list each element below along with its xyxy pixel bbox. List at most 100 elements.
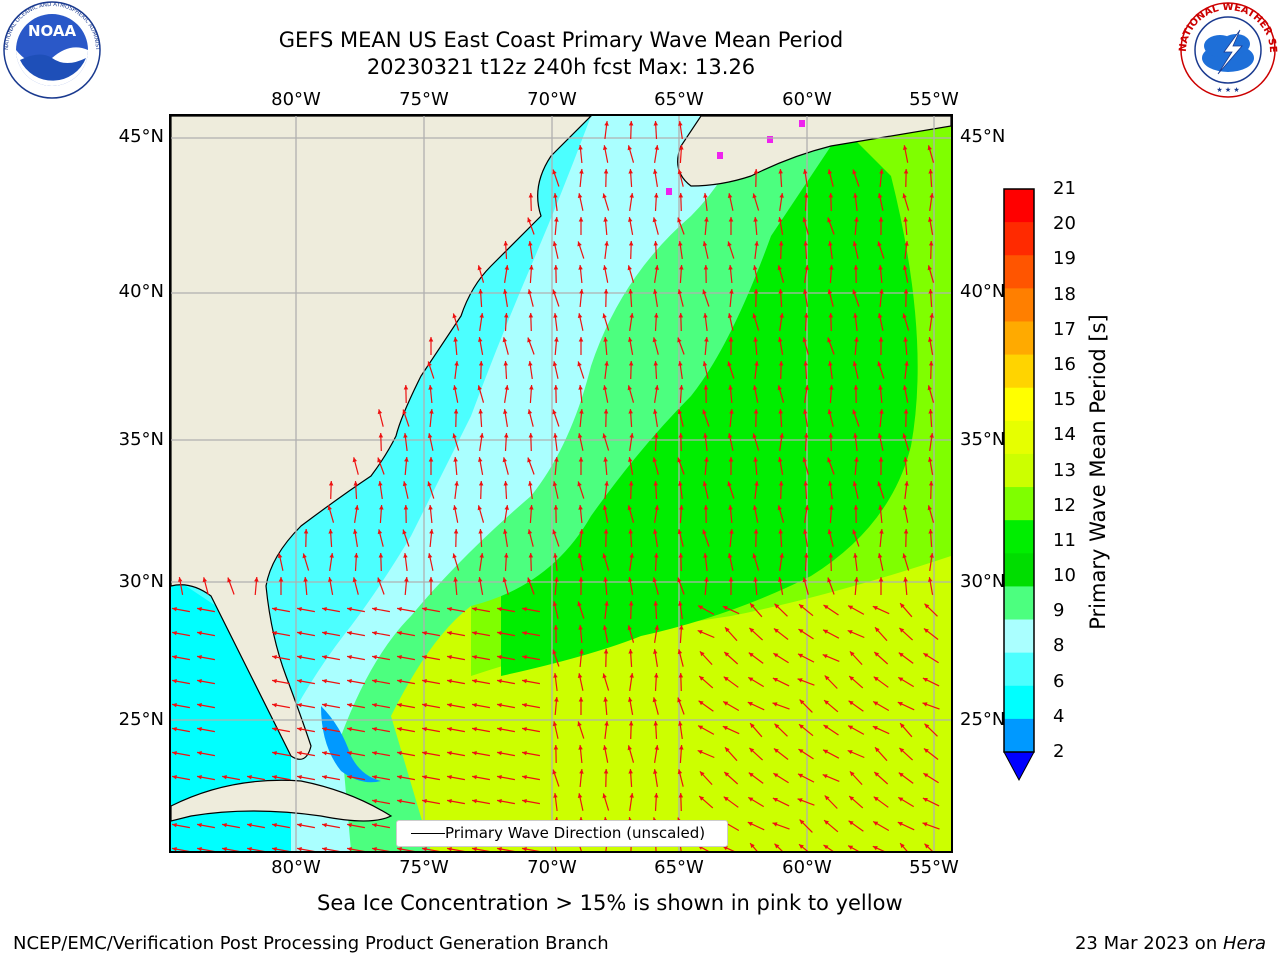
wave-arrow-head (447, 655, 452, 660)
wave-arrow-head (827, 289, 833, 295)
wave-arrow-head (823, 725, 829, 730)
wave-arrow-head (679, 265, 684, 270)
wave-arrow-head (422, 799, 427, 804)
lat-label-right: 25°N (960, 709, 1006, 730)
wave-arrow-head (779, 193, 784, 198)
colorbar-tick-label: 14 (1053, 424, 1076, 446)
wave-arrow-head (853, 313, 858, 318)
wave-arrow-head (677, 457, 682, 463)
wave-arrow-head (522, 607, 527, 612)
wave-arrow-head (929, 433, 934, 438)
wave-arrow-head (803, 289, 808, 294)
wave-arrow-head (677, 769, 683, 775)
wave-arrow-head (773, 773, 779, 778)
sea-ice-marker (799, 120, 805, 127)
wave-arrow-head (778, 481, 784, 486)
wave-arrow-head (678, 121, 683, 126)
wave-arrow-head (347, 703, 352, 708)
wave-arrow-head (629, 673, 634, 678)
wave-arrow-head (453, 577, 458, 582)
wave-arrow-head (472, 727, 477, 732)
wave-arrow-head (297, 847, 302, 851)
wave-arrow-head (629, 433, 634, 438)
wave-arrow-head (504, 313, 509, 318)
wave-arrow-head (578, 577, 584, 582)
wave-arrow-head (497, 607, 502, 612)
wave-arrow-head (898, 797, 904, 802)
lon-label-top: 75°W (399, 89, 449, 110)
wave-arrow-head (604, 241, 609, 246)
wave-arrow-head (427, 553, 433, 558)
wave-arrow-head (678, 793, 684, 798)
wave-arrow-head (677, 697, 682, 703)
wave-arrow-head (778, 409, 783, 414)
lon-label-top: 65°W (654, 89, 704, 110)
wave-arrow-head (753, 529, 759, 534)
wave-arrow-head (929, 553, 934, 558)
wave-arrow-head (877, 433, 883, 438)
wave-arrow-head (852, 241, 858, 247)
wave-arrow-head (802, 457, 807, 463)
wave-arrow-head (904, 361, 909, 366)
wave-arrow-head (427, 433, 433, 438)
wave-arrow-head (654, 505, 659, 510)
wave-arrow-head (254, 577, 259, 582)
wave-arrow-head (552, 649, 557, 655)
wave-arrow-head (928, 529, 933, 534)
wave-arrow-head (602, 385, 608, 390)
wave-arrow-head (347, 775, 352, 780)
wave-arrow-head (778, 289, 783, 294)
wave-arrow-head (725, 627, 730, 633)
wave-arrow-head (322, 679, 327, 684)
wave-arrow-head (397, 703, 402, 708)
wave-arrow-head (877, 553, 883, 558)
nws-logo: NATIONAL WEATHER SERVICE ★ ★ ★ (1176, 0, 1278, 98)
wave-arrow-head (778, 241, 784, 246)
wave-arrow-head (875, 627, 880, 633)
wave-arrow-head (504, 553, 509, 558)
wave-arrow-head (928, 409, 933, 414)
wave-arrow-head (927, 265, 932, 271)
lat-label-right: 30°N (960, 571, 1006, 592)
wave-arrow-head (603, 289, 609, 294)
wave-arrow-head (903, 337, 908, 342)
lat-label-left: 35°N (118, 429, 164, 450)
wave-arrow-head (527, 289, 533, 295)
wave-arrow-head (172, 607, 177, 612)
wave-arrow-head (578, 217, 584, 222)
wave-arrow-head (447, 727, 452, 732)
wave-arrow-head (247, 847, 252, 851)
wave-arrow-head (472, 703, 477, 708)
wave-arrow-head (877, 361, 882, 367)
wave-arrow-head (197, 775, 202, 780)
wave-arrow-head (553, 505, 559, 510)
wave-arrow-head (878, 217, 884, 222)
wave-arrow-head (704, 457, 709, 462)
wave-arrow-head (397, 847, 402, 851)
wave-arrow-head (497, 631, 502, 636)
wave-arrow-head (428, 577, 434, 582)
wave-arrow-head (877, 313, 883, 318)
wave-arrow-head (503, 241, 508, 246)
wave-arrow-head (798, 749, 804, 754)
wave-arrow-head (677, 649, 683, 655)
wave-arrow-head (322, 847, 327, 851)
wave-arrow-head (928, 361, 934, 366)
wave-arrow-head (422, 751, 427, 756)
wave-arrow-head (828, 433, 834, 438)
wave-arrow-head (754, 241, 759, 246)
wave-arrow-head (879, 409, 884, 414)
wave-arrow-head (422, 631, 427, 636)
lat-label-left: 45°N (118, 126, 164, 147)
colorbar-tick-label: 16 (1053, 353, 1076, 375)
wave-arrow-head (902, 313, 907, 319)
wave-arrow-head (653, 721, 658, 726)
wave-arrow-head (377, 409, 383, 415)
colorbar-tick-label: 21 (1053, 178, 1076, 199)
wave-arrow-head (654, 625, 659, 630)
wave-arrow-head (853, 433, 858, 438)
wave-arrow-head (654, 433, 659, 438)
wave-arrow-head (847, 750, 853, 755)
wave-arrow-head (628, 769, 633, 774)
wave-arrow-head (754, 361, 759, 366)
